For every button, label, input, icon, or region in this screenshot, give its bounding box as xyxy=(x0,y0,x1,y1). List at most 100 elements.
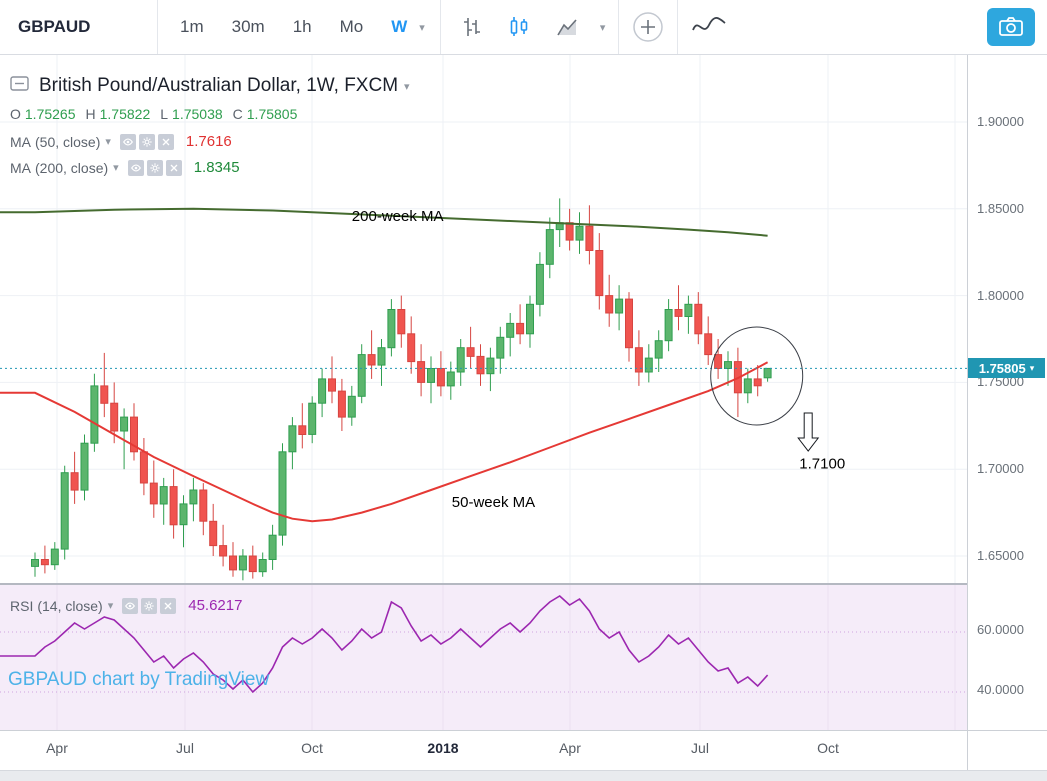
candle-body xyxy=(70,472,79,491)
candle-body xyxy=(674,309,683,317)
toolbar-separator xyxy=(157,0,158,54)
candlestick-series[interactable] xyxy=(31,198,772,581)
ma50-line[interactable] xyxy=(0,361,769,523)
candle-body xyxy=(575,225,584,241)
candle-body xyxy=(743,378,752,394)
price-axis-label: 1.65000 xyxy=(977,548,1024,563)
candle-body xyxy=(80,442,89,491)
interval-1w-button[interactable]: W xyxy=(391,17,408,36)
candle-body xyxy=(288,425,297,453)
chevron-down-icon[interactable]: ▾ xyxy=(107,600,114,612)
close-label: C xyxy=(232,106,243,122)
price-axis-label: 1.70000 xyxy=(977,461,1024,477)
candle-body xyxy=(367,354,376,366)
interval-1mo-button[interactable]: Mo xyxy=(339,17,364,36)
ma200-label-annotation[interactable]: 200-week MA xyxy=(352,208,444,225)
candle-body xyxy=(50,548,59,566)
chevron-down-icon[interactable]: ▾ xyxy=(404,80,410,93)
candle-body xyxy=(704,333,713,356)
bars-chart-type-button[interactable] xyxy=(447,0,495,54)
top-toolbar: GBPAUD 1m 30m 1h Mo W ▾ xyxy=(0,0,1047,55)
gear-icon[interactable] xyxy=(141,597,158,614)
compare-button[interactable] xyxy=(619,0,677,54)
eye-icon[interactable] xyxy=(122,597,139,614)
candle-body xyxy=(387,309,396,349)
candle-body xyxy=(238,555,247,571)
candle-body xyxy=(446,371,455,387)
rsi-chart-canvas[interactable] xyxy=(0,585,967,730)
candle-body xyxy=(308,402,317,435)
rsi-line[interactable] xyxy=(0,595,769,694)
symbol-label[interactable]: GBPAUD xyxy=(18,17,91,36)
collapse-pane-icon[interactable] xyxy=(10,76,29,96)
candle-body xyxy=(248,555,257,573)
price-axis-label: 1.85000 xyxy=(977,200,1024,216)
candle-body xyxy=(545,229,554,265)
low-label: L xyxy=(160,106,169,122)
ma200-line[interactable] xyxy=(0,207,768,237)
candle-body xyxy=(90,385,99,444)
chevron-down-icon[interactable]: ▾ xyxy=(599,21,606,34)
chevron-down-icon[interactable]: ▾ xyxy=(105,136,111,148)
highlight-circle-annotation[interactable] xyxy=(710,326,804,426)
area-chart-type-button[interactable] xyxy=(543,0,593,54)
main-chart-pane[interactable]: 200-week MA 50-week MA 1.7100 British Poun… xyxy=(0,55,967,583)
candle-body xyxy=(516,322,525,335)
eye-icon[interactable] xyxy=(119,133,136,150)
candle-body xyxy=(625,298,633,349)
rsi-label[interactable]: RSI (14, close) xyxy=(10,597,103,614)
candle-body xyxy=(694,303,703,335)
camera-icon xyxy=(999,17,1023,36)
chevron-down-icon[interactable]: ▾ xyxy=(113,162,119,174)
gear-icon[interactable] xyxy=(146,159,163,176)
price-chart-canvas[interactable]: 200-week MA 50-week MA 1.7100 xyxy=(0,55,967,583)
candle-body xyxy=(724,361,732,370)
toolbar-separator xyxy=(439,0,441,54)
candle-body xyxy=(565,222,574,241)
candle-body xyxy=(644,357,653,373)
time-axis-label: Oct xyxy=(301,740,323,756)
close-icon[interactable] xyxy=(157,133,174,150)
window-bottom-edge xyxy=(0,770,1047,781)
ma50-legend-row: MA (50, close) ▾ 1.7616 xyxy=(10,133,410,150)
price-axis[interactable]: 1.75805 ▾ 1.90000 1.85000 1.80000 1.75000 1.… xyxy=(967,55,1047,730)
ma50-label-annotation[interactable]: 50-week MA xyxy=(452,494,535,511)
drawing-annotations[interactable]: 200-week MA 50-week MA 1.7100 xyxy=(352,208,845,511)
candle-body xyxy=(456,347,465,373)
rsi-axis-label: 60.0000 xyxy=(977,622,1024,637)
candle-body xyxy=(258,559,267,573)
candle-body xyxy=(318,378,327,404)
interval-1m-button[interactable]: 1m xyxy=(180,17,204,36)
ma200-label[interactable]: MA (200, close) xyxy=(10,159,109,176)
ma200-legend-row: MA (200, close) ▾ 1.8345 xyxy=(10,159,410,176)
chart-title[interactable]: British Pound/Australian Dollar, 1W, FXC… xyxy=(39,75,399,96)
bars-icon xyxy=(463,18,480,36)
price-axis-label: 1.90000 xyxy=(977,114,1024,129)
chevron-down-icon[interactable]: ▾ xyxy=(419,21,425,34)
interval-1h-button[interactable]: 1h xyxy=(292,17,312,36)
rsi-pane[interactable]: RSI (14, close) ▾ 45.6217 GBPAUD chart by… xyxy=(0,583,967,730)
candle-body xyxy=(615,298,624,314)
close-icon[interactable] xyxy=(160,597,177,614)
candles-chart-type-button[interactable] xyxy=(495,0,543,54)
candle-body xyxy=(436,368,445,387)
candles-icon xyxy=(510,17,528,36)
close-icon[interactable] xyxy=(165,159,182,176)
target-arrow-annotation[interactable] xyxy=(797,412,820,452)
interval-30m-button[interactable]: 30m xyxy=(231,17,265,36)
candle-body xyxy=(298,425,307,435)
snapshot-camera-button[interactable] xyxy=(987,8,1035,46)
line-tool-button[interactable] xyxy=(678,0,740,54)
candle-body xyxy=(377,347,386,366)
candle-body xyxy=(169,486,178,526)
rsi-axis-label: 40.0000 xyxy=(977,682,1024,697)
eye-icon[interactable] xyxy=(127,159,144,176)
gear-icon[interactable] xyxy=(138,133,155,150)
candle-body xyxy=(31,559,39,567)
target-price-annotation[interactable]: 1.7100 xyxy=(799,455,845,472)
time-axis[interactable]: Apr Jul Oct 2018 Apr Jul Oct xyxy=(0,730,967,770)
price-axis-label: 1.80000 xyxy=(977,287,1024,303)
candle-body xyxy=(595,250,604,297)
tradingview-watermark[interactable]: GBPAUD chart by TradingView xyxy=(8,669,270,690)
ma50-label[interactable]: MA (50, close) xyxy=(10,133,101,150)
